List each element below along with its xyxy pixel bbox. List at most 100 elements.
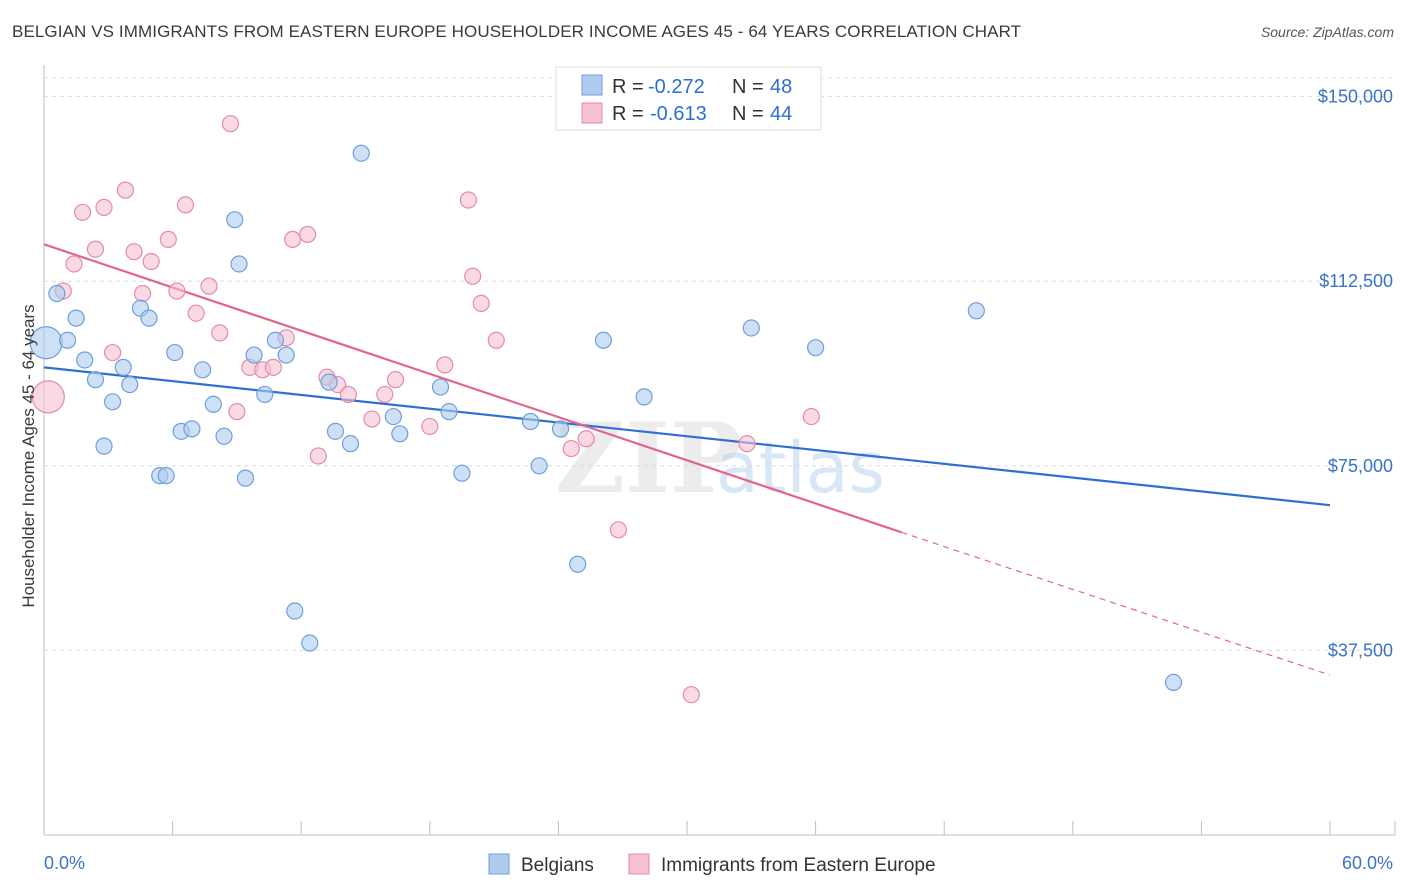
belgians-point [215,427,233,445]
legend-r-value-2: -0.613 [650,103,707,125]
immigrants-point [738,435,756,453]
legend-bottom-swatch-belgians [488,853,510,875]
immigrants-point [264,358,282,376]
y-tick-labels: $37,500 $75,000 $112,500 $150,000 [1318,87,1393,661]
belgians-point [230,255,248,273]
belgians-point [76,351,94,369]
immigrants-point [464,267,482,285]
immigrants-point [802,407,820,426]
belgians-point [226,211,244,229]
belgians-point [521,412,540,431]
belgians-point [967,302,985,320]
immigrants-point [376,385,394,404]
belgians-point [245,346,263,364]
belgians-point [286,602,304,620]
immigrants-point [228,403,246,421]
immigrants-point [168,282,186,300]
immigrants-point [65,255,83,273]
legend-n-value-2: 44 [770,103,792,125]
belgians-point [742,319,760,337]
chart-title: BELGIAN VS IMMIGRANTS FROM EASTERN EUROP… [12,22,1022,41]
immigrants-point [386,371,405,389]
immigrants-point [421,417,439,436]
belgians-point [204,395,222,413]
immigrants-point [682,686,700,704]
immigrants-point [176,196,195,214]
belgians-point [48,284,66,303]
immigrants-point [284,230,302,248]
trend-lines [43,243,1331,676]
immigrants-point [436,356,454,374]
belgians-point [341,435,360,453]
belgians-point [58,331,77,349]
belgians-point [440,403,458,421]
immigrants-trend-line [43,243,902,534]
source-credit: Source: ZipAtlas.com [1260,24,1394,40]
belgians-point [431,378,450,396]
immigrants-point [363,410,381,428]
axes [43,65,1396,836]
belgians-point [266,331,285,349]
immigrants-point [221,115,240,133]
belgians-point [166,343,184,362]
legend-bottom-swatch-immigrants [628,853,650,875]
immigrants-point [95,198,113,216]
belgians-point [121,375,139,394]
y-tick-label: $150,000 [1318,87,1393,107]
immigrants-point [577,430,595,448]
legend-bottom-label-belgians: Belgians [521,855,594,876]
immigrants-point [103,343,122,362]
immigrants-point [609,521,628,539]
belgians-point [391,425,409,443]
belgians-point [194,361,212,379]
belgians-point [183,420,201,438]
belgians-point [569,555,587,573]
legend-bottom-label-immigrants: Immigrants from Eastern Europe [661,855,936,876]
immigrants-point [116,181,135,199]
legend-n-label-2: N = [732,103,764,125]
belgians-point [114,358,132,376]
x-tick-label: 60.0% [1342,853,1393,873]
belgians-point [140,309,158,327]
belgians-point [635,388,653,406]
legend-r-label-1: R = [612,76,644,98]
legend-n-label-1: N = [732,76,764,98]
legend-swatch-blue [581,74,603,96]
immigrants-point [31,380,65,414]
belgians-point [256,385,274,404]
belgians-point [1164,673,1183,692]
immigrants-point [133,284,152,303]
immigrants-point [159,230,177,248]
legend-bottom: Belgians Immigrants from Eastern Europe [488,853,936,876]
immigrants-point [86,240,105,258]
immigrants-point [472,294,490,312]
immigrants-point [142,252,160,271]
belgians-point [453,464,471,482]
immigrants-point [309,447,327,465]
immigrants-trend-extension [901,531,1331,676]
legend-r-label-2: R = [612,103,644,125]
x-tick-label: 0.0% [44,853,85,873]
immigrants-point [187,304,205,322]
immigrants-point [200,277,218,295]
y-tick-label: $75,000 [1328,456,1393,476]
y-tick-label: $112,500 [1319,271,1393,291]
immigrants-point [73,203,92,221]
belgians-point [326,422,345,440]
x-tick-labels: 0.0% 60.0% [44,853,1393,873]
immigrants-point [339,385,357,404]
y-tick-label: $37,500 [1328,640,1393,660]
belgians-point [86,371,105,389]
data-points [29,115,1183,704]
immigrants-point [299,225,317,244]
belgians-point [320,373,338,391]
immigrants-point [562,439,580,458]
belgians-point [277,346,295,364]
belgians-point [806,339,825,357]
belgians-point [384,407,402,426]
belgians-point [103,393,122,411]
legend-top: R = -0.272 N = 48 R = -0.613 N = 44 [555,66,822,131]
belgians-point [95,437,113,455]
belgians-point [157,467,175,485]
